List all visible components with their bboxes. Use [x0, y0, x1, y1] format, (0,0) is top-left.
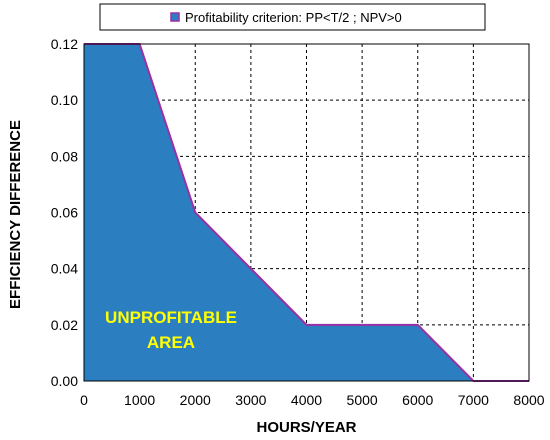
plot-frame [83, 43, 530, 382]
plot-border [83, 43, 530, 382]
y-tick-label: 0.10 [51, 92, 78, 108]
x-tick-label: 1000 [124, 392, 155, 408]
legend-label: Profitability criterion: PP<T/2 ; NPV>0 [185, 10, 402, 25]
x-tick-label: 5000 [347, 392, 378, 408]
legend-swatch [170, 12, 180, 22]
y-tick-label: 0.08 [51, 148, 78, 164]
y-tick-labels: 0.00 0.02 0.04 0.06 0.08 0.10 0.12 [51, 36, 78, 389]
y-axis-title: EFFICIENCY DIFFERENCE [7, 120, 24, 309]
x-tick-label: 6000 [402, 392, 433, 408]
x-tick-label: 4000 [291, 392, 322, 408]
x-tick-labels: 0 1000 2000 3000 4000 5000 6000 7000 8000 [80, 392, 545, 408]
x-tick-label: 7000 [458, 392, 489, 408]
y-tick-label: 0.04 [51, 261, 78, 277]
x-tick-label: 3000 [235, 392, 266, 408]
y-tick-label: 0.12 [51, 36, 78, 52]
area-fill [84, 44, 529, 381]
legend: Profitability criterion: PP<T/2 ; NPV>0 [99, 3, 486, 31]
x-tick-label: 0 [80, 392, 88, 408]
y-tick-label: 0.06 [51, 205, 78, 221]
annotation-area: AREA [147, 333, 195, 352]
x-tick-label: 2000 [180, 392, 211, 408]
x-axis-title: HOURS/YEAR [256, 419, 356, 436]
annotation-unprofitable: UNPROFITABLE [105, 308, 237, 327]
x-tick-label: 8000 [513, 392, 544, 408]
y-tick-label: 0.02 [51, 317, 78, 333]
legend-box [99, 3, 486, 31]
y-tick-label: 0.00 [51, 373, 78, 389]
